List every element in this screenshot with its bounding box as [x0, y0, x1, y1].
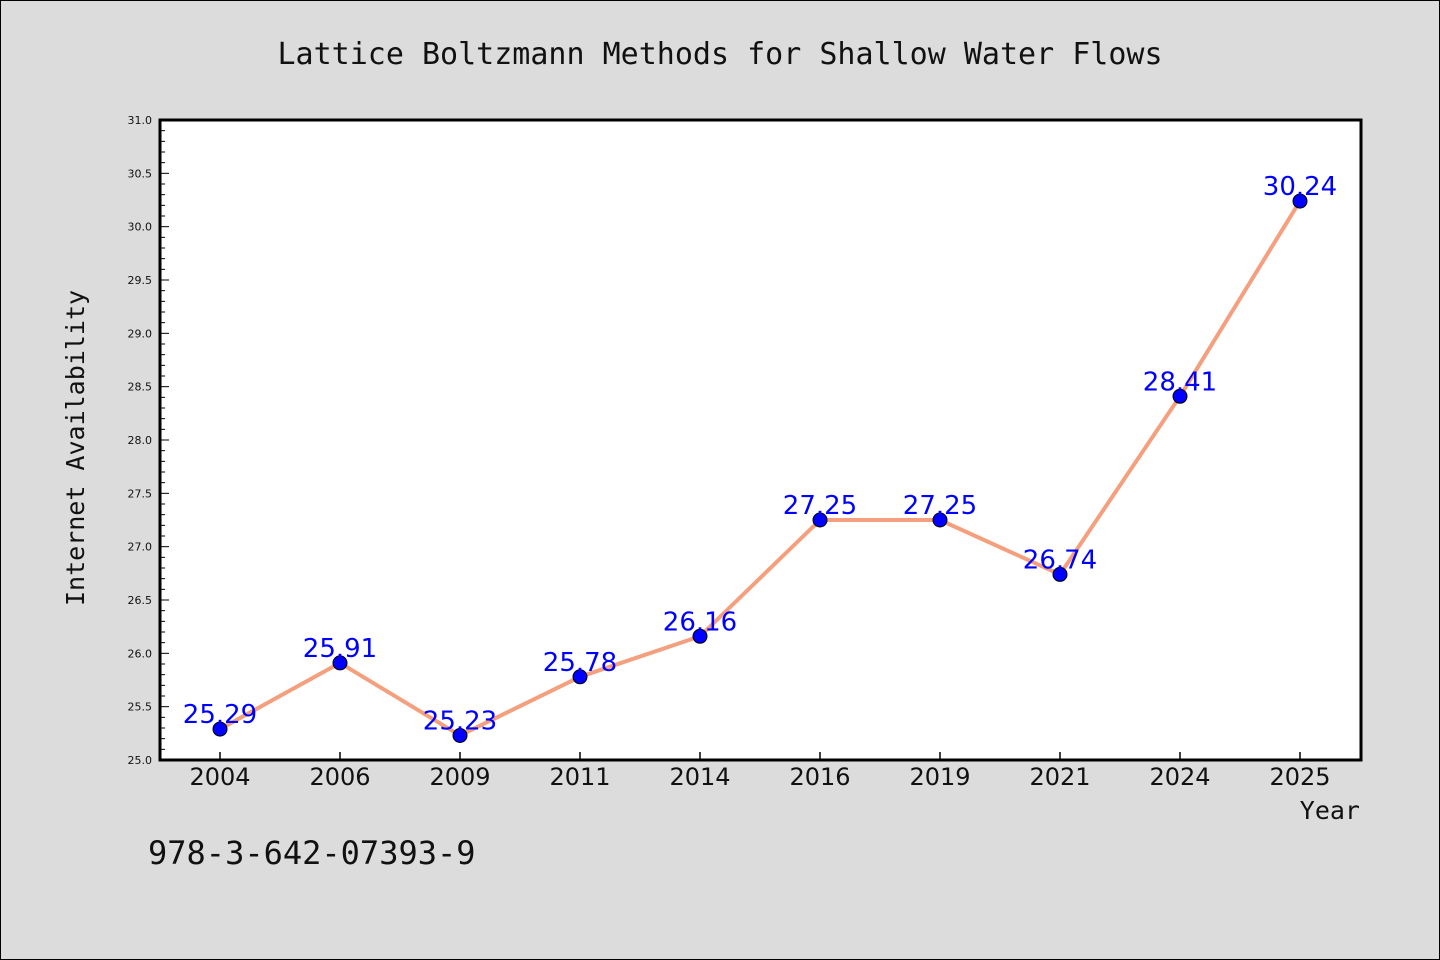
x-tick-label: 2019	[909, 763, 970, 791]
data-point	[692, 628, 708, 644]
data-label: 27.25	[783, 491, 857, 521]
isbn-footnote: 978-3-642-07393-9	[148, 834, 476, 872]
y-axis: 25.0 25.5 26.0 26.5 27.0 27.5 28.0 28.5 29.0 29.5…	[128, 114, 169, 767]
x-tick-label: 2014	[669, 763, 730, 791]
data-point	[932, 512, 948, 528]
data-point	[1052, 566, 1068, 582]
y-axis-label: Internet Availability	[61, 290, 90, 606]
data-label: 26.16	[663, 607, 737, 637]
x-tick-label: 2024	[1149, 763, 1210, 791]
x-tick-label: 2016	[789, 763, 850, 791]
y-tick-label: 28.0	[128, 434, 153, 447]
x-tick-label: 2004	[189, 763, 250, 791]
x-tick-label: 2025	[1269, 763, 1330, 791]
y-tick-label: 27.5	[128, 487, 153, 500]
data-point	[332, 655, 348, 671]
x-tick-label: 2006	[309, 763, 370, 791]
plot-area	[158, 118, 1363, 762]
x-tick-label: 2011	[549, 763, 610, 791]
data-point	[452, 727, 468, 743]
chart-title: Lattice Boltzmann Methods for Shallow Wa…	[277, 37, 1162, 72]
y-tick-label: 30.0	[128, 221, 153, 234]
x-axis-label: Year	[1300, 796, 1360, 825]
data-point	[1292, 193, 1308, 209]
x-tick-label: 2009	[429, 763, 490, 791]
y-tick-label: 30.5	[128, 167, 153, 180]
series-line	[218, 199, 1302, 738]
data-label: 25.29	[183, 700, 257, 730]
data-label: 26.74	[1023, 545, 1097, 575]
data-label: 25.78	[543, 648, 617, 678]
y-tick-label: 25.0	[128, 754, 153, 767]
y-tick-label: 29.5	[128, 274, 153, 287]
y-tick-label: 25.5	[128, 701, 153, 714]
y-tick-label: 29.0	[128, 327, 153, 340]
data-point	[572, 669, 588, 685]
x-tick-label: 2021	[1029, 763, 1090, 791]
data-point	[212, 721, 228, 737]
y-tick-label: 31.0	[128, 114, 153, 127]
data-point	[812, 512, 828, 528]
y-tick-label: 28.5	[128, 381, 153, 394]
data-point	[1172, 388, 1188, 404]
y-tick-label: 26.5	[128, 594, 153, 607]
data-label: 25.91	[303, 634, 377, 664]
data-label: 25.23	[423, 706, 497, 736]
x-axis: 2004 2006 2009 2011 2014 2016 2019 2021 2024 2025	[189, 752, 1331, 791]
data-label: 30.24	[1263, 172, 1337, 202]
series-group: 25.29 25.91 25.23 25.78 26.16 27.25 27.25 26.74…	[183, 172, 1337, 743]
data-label: 27.25	[903, 491, 977, 521]
y-tick-label: 26.0	[128, 647, 153, 660]
y-tick-label: 27.0	[128, 541, 153, 554]
data-label: 28.41	[1143, 367, 1217, 397]
